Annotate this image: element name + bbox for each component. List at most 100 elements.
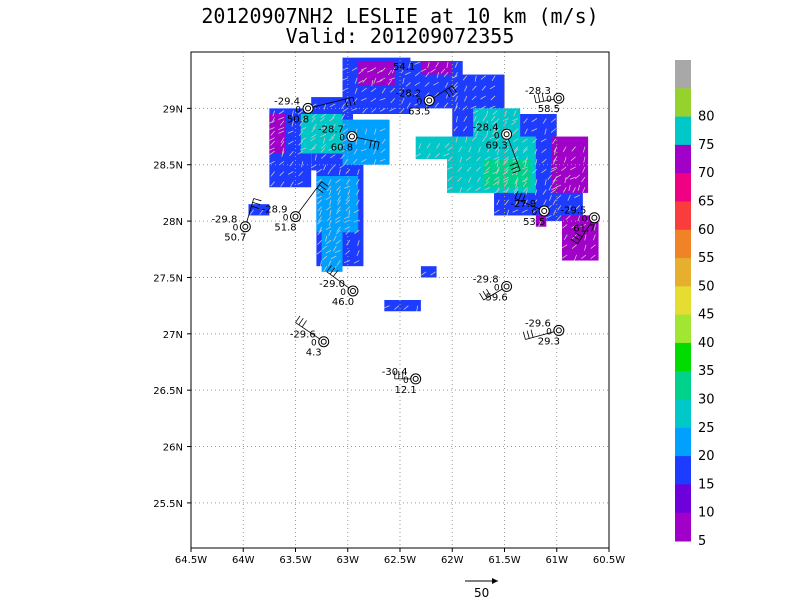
wind-arrow-315 bbox=[326, 206, 332, 211]
wind-region-12 bbox=[342, 119, 390, 165]
station-marker-inner-icon bbox=[320, 338, 327, 345]
wind-arrow-333 bbox=[353, 148, 358, 155]
wind-arrow-266 bbox=[541, 148, 547, 154]
wind-arrow-280 bbox=[249, 209, 255, 215]
wind-arrow-184 bbox=[463, 116, 468, 122]
wind-arrow-6 bbox=[268, 120, 275, 124]
station-marker-icon bbox=[346, 131, 358, 143]
wind-arrow-208 bbox=[489, 85, 496, 90]
wind-arrow-331 bbox=[342, 128, 348, 133]
wind-arrow-149 bbox=[408, 62, 411, 68]
station-barb bbox=[295, 181, 322, 217]
station-barb bbox=[295, 322, 324, 343]
wind-arrow-508 bbox=[592, 234, 596, 241]
colorbar-label-6: 55 bbox=[698, 251, 715, 266]
wind-arrow-164 bbox=[435, 61, 440, 68]
wind-arrow-64 bbox=[317, 219, 322, 225]
wind-arrow-141 bbox=[401, 98, 405, 104]
wind-arrow-419 bbox=[472, 110, 479, 114]
station-barb-flag bbox=[511, 166, 519, 170]
wind-arrow-126 bbox=[370, 97, 377, 102]
wind-arrow-363 bbox=[311, 117, 316, 123]
colorbar-label-9: 40 bbox=[698, 336, 715, 351]
wind-arrow-163 bbox=[436, 72, 440, 79]
wind-arrow-304 bbox=[383, 305, 390, 309]
wind-arrow-97 bbox=[347, 189, 351, 196]
wind-arrow-475 bbox=[552, 176, 558, 182]
wind-arrow-339 bbox=[365, 128, 367, 135]
wind-region-16 bbox=[473, 108, 521, 137]
wind-arrow-70 bbox=[328, 260, 332, 267]
wind-arrow-77 bbox=[328, 189, 332, 196]
station-marker-inner-icon bbox=[412, 375, 419, 382]
wind-arrow-207 bbox=[490, 95, 496, 101]
wind-arrow-148 bbox=[404, 71, 411, 76]
wind-arrow-402 bbox=[505, 187, 510, 193]
wind-arrow-332 bbox=[352, 158, 358, 164]
wind-arrow-388 bbox=[476, 176, 481, 183]
wind-arrow-457 bbox=[268, 127, 275, 131]
wind-arrow-303 bbox=[430, 271, 436, 276]
station-marker-icon bbox=[302, 102, 314, 114]
station-value: 59.6 bbox=[485, 292, 507, 303]
station-marker-icon bbox=[239, 221, 251, 233]
wind-region-11 bbox=[316, 176, 359, 233]
wind-arrow-330 bbox=[342, 138, 348, 142]
wind-arrow-373 bbox=[447, 176, 453, 182]
wind-arrow-108 bbox=[355, 179, 360, 185]
wind-arrow-440 bbox=[484, 181, 490, 187]
station-zero: 0 bbox=[546, 327, 552, 337]
wind-arrow-302 bbox=[420, 271, 427, 276]
wind-arrow-22 bbox=[291, 120, 294, 127]
wind-arrow-130 bbox=[379, 108, 386, 112]
wind-arrow-341 bbox=[373, 148, 377, 155]
wind-arrow-98 bbox=[346, 179, 351, 185]
wind-arrow-354 bbox=[332, 245, 337, 252]
wind-arrow-465 bbox=[371, 80, 374, 87]
wind-arrow-159 bbox=[427, 62, 430, 69]
wind-arrow-23 bbox=[291, 110, 294, 117]
wind-arrow-370 bbox=[328, 127, 335, 131]
wind-arrow-316 bbox=[325, 195, 332, 201]
wind-arrow-176 bbox=[453, 126, 458, 132]
colorbar-label-8: 45 bbox=[698, 308, 715, 323]
wind-arrow-241 bbox=[524, 199, 528, 206]
wind-arrow-248 bbox=[524, 128, 528, 135]
wind-arrow-242 bbox=[525, 189, 528, 196]
wind-arrow-496 bbox=[563, 234, 568, 241]
colorbar-label-4: 65 bbox=[698, 194, 715, 209]
wind-arrow-249 bbox=[523, 118, 528, 124]
wind-arrow-313 bbox=[325, 226, 332, 231]
top-station-value: 54.1 bbox=[393, 62, 415, 73]
wind-arrow-135 bbox=[389, 108, 395, 112]
wind-arrow-442 bbox=[484, 161, 490, 167]
station-barb-flag bbox=[445, 89, 451, 98]
lat-label-6: 28.5N bbox=[153, 161, 183, 172]
wind-arrow-254 bbox=[532, 168, 538, 174]
station-zero: 0 bbox=[531, 208, 537, 218]
colorbar-swatch-16 bbox=[675, 512, 691, 542]
wind-arrow-231 bbox=[515, 199, 519, 206]
station-barb-flag bbox=[369, 140, 372, 149]
longitude-labels: 64.5W 64W 63.5W 63W 62.5W 62W 61.5W 61W 60.5W bbox=[175, 548, 625, 566]
station-marker-icon bbox=[501, 280, 513, 292]
wind-arrow-369 bbox=[328, 137, 335, 141]
wind-arrow-237 bbox=[512, 138, 519, 143]
wind-arrow-507 bbox=[590, 244, 596, 249]
wind-arrow-480 bbox=[564, 177, 567, 184]
wind-arrow-239 bbox=[512, 118, 519, 122]
wind-arrow-12 bbox=[280, 140, 285, 147]
wind-arrow-298 bbox=[575, 205, 581, 210]
station-value: 63.5 bbox=[408, 106, 430, 117]
wind-arrow-277 bbox=[552, 138, 557, 145]
wind-arrow-131 bbox=[379, 97, 386, 101]
wind-arrow-387 bbox=[475, 186, 481, 192]
colorbar-swatch-2 bbox=[675, 116, 691, 146]
wind-arrow-151 bbox=[414, 92, 421, 96]
wind-arrow-258 bbox=[531, 128, 538, 132]
wind-arrow-81 bbox=[334, 250, 341, 253]
wind-arrow-296 bbox=[565, 174, 571, 180]
